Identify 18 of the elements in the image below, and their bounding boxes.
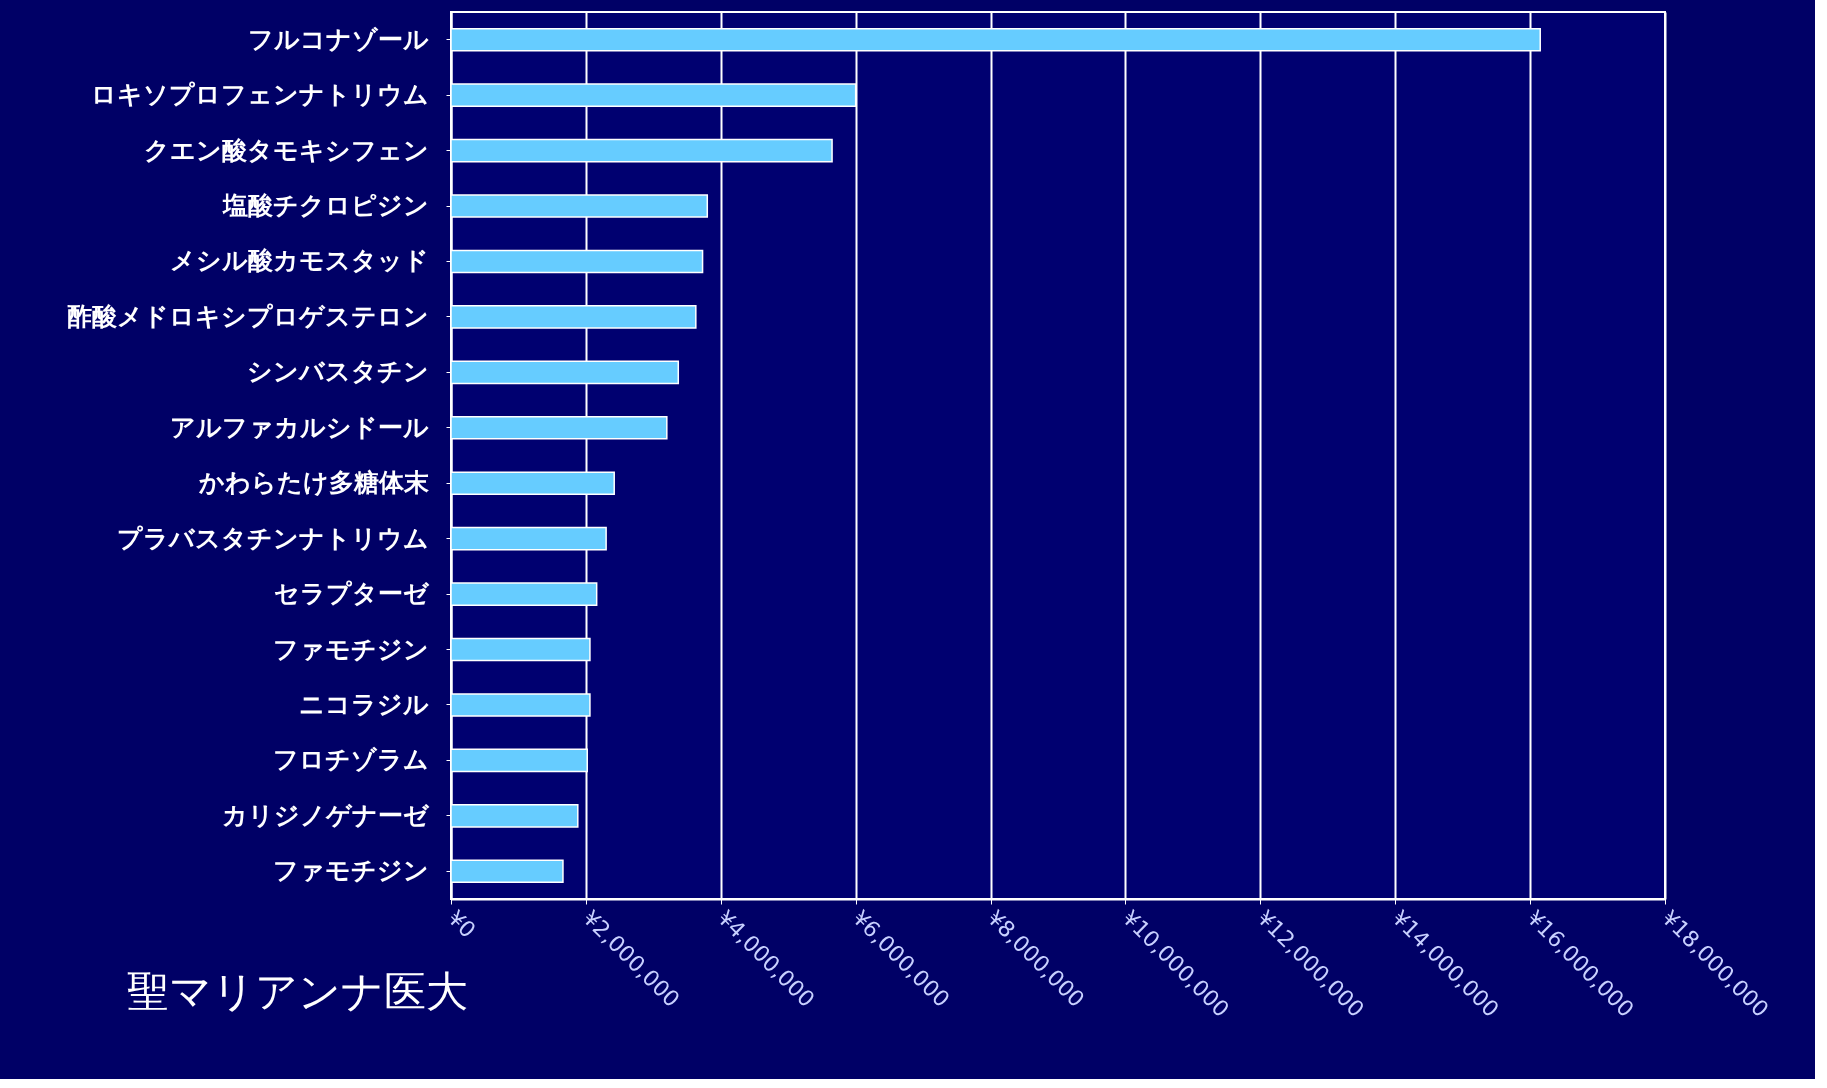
y-tick-label: セラプターゼ <box>273 579 430 609</box>
y-tick-label: ニコラジル <box>298 689 429 719</box>
y-tick-label: ロキソプロフェンナトリウム <box>90 80 429 110</box>
y-tick-label: カリジノゲナーゼ <box>221 800 430 830</box>
y-tick-label: かわらたけ多糖体末 <box>197 468 429 498</box>
y-tick-label: シンバスタチン <box>246 357 429 387</box>
y-tick-label: フルコナゾール <box>247 24 429 54</box>
y-tick-label: ファモチジン <box>272 856 429 886</box>
y-tick-label: アルファカルシドール <box>169 412 429 442</box>
y-tick-label: クエン酸タモキシフェン <box>143 135 429 165</box>
x-tick-label: ¥0 <box>443 905 481 943</box>
y-tick-label: メシル酸カモスタッド <box>169 246 429 276</box>
y-tick-label: 酢酸メドロキシプロゲステロン <box>66 301 429 331</box>
y-tick-label: フロチゾラム <box>272 745 429 775</box>
y-tick-label: 塩酸チクロピジン <box>221 191 429 221</box>
y-tick-label: ファモチジン <box>272 634 429 664</box>
y-tick-label: プラバスタチンナトリウム <box>116 523 429 553</box>
text: 聖マリアンナ医大 <box>126 967 468 1016</box>
